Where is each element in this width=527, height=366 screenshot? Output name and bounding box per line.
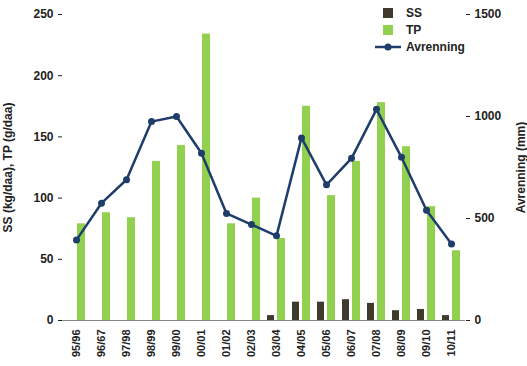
html-text:TP: TP (406, 22, 422, 37)
svg-text:1500: 1500 (475, 7, 502, 21)
svg-text:500: 500 (475, 211, 495, 225)
svg-text:200: 200 (33, 69, 53, 83)
html-text:Avrenning: Avrenning (406, 39, 465, 54)
svg-text:Avrenning (mm): Avrenning (mm) (514, 122, 527, 214)
svg-text:01/02: 01/02 (220, 330, 232, 358)
svg-text:98/99: 98/99 (145, 330, 157, 358)
svg-text:SS (kg/daa), TP (g/daa): SS (kg/daa), TP (g/daa) (1, 103, 15, 233)
svg-text:95/96: 95/96 (70, 330, 82, 358)
svg-text:02/03: 02/03 (245, 330, 257, 358)
svg-text:96/67: 96/67 (95, 330, 107, 358)
svg-text:100: 100 (33, 191, 53, 205)
svg-text:04/05: 04/05 (295, 330, 307, 358)
svg-text:06/07: 06/07 (345, 330, 357, 358)
html-text:SS: SS (406, 5, 422, 20)
svg-text:97/98: 97/98 (120, 330, 132, 358)
svg-text:08/09: 08/09 (395, 330, 407, 358)
svg-text:09/10: 09/10 (420, 330, 432, 358)
svg-text:99/00: 99/00 (170, 330, 182, 358)
svg-text:03/04: 03/04 (270, 329, 282, 357)
svg-text:05/06: 05/06 (320, 330, 332, 358)
svg-text:150: 150 (33, 130, 53, 144)
svg-text:0: 0 (475, 313, 482, 327)
svg-text:50: 50 (40, 252, 54, 266)
svg-text:07/08: 07/08 (370, 330, 382, 358)
svg-text:0: 0 (47, 313, 54, 327)
svg-text:250: 250 (33, 7, 53, 21)
svg-text:1000: 1000 (475, 109, 502, 123)
svg-text:10/11: 10/11 (445, 330, 457, 357)
svg-text:00/01: 00/01 (195, 330, 207, 358)
